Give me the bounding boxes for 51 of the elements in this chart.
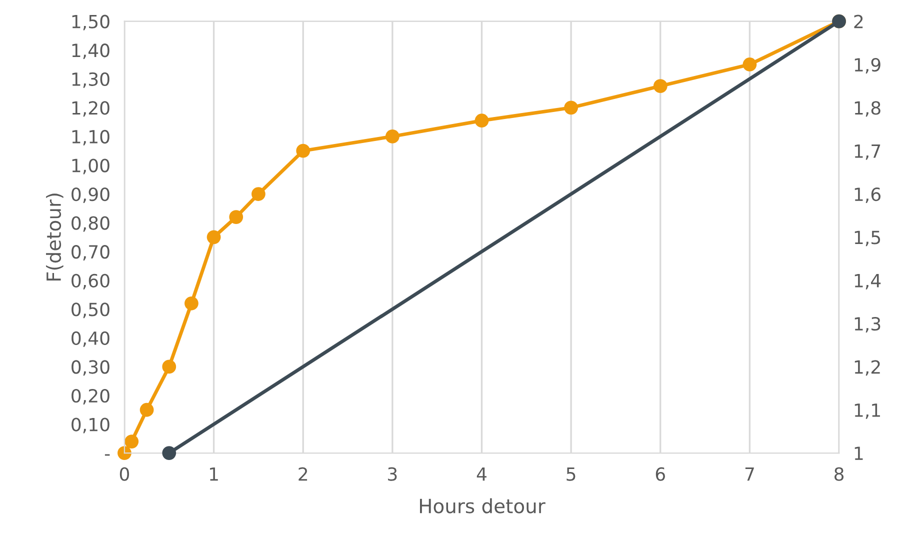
y2-tick-label: 1,1 — [854, 404, 880, 419]
point — [653, 79, 668, 94]
y-tick-label: 0,30 — [72, 360, 110, 376]
point — [229, 210, 244, 224]
point — [206, 230, 221, 244]
x-axis-title: Hours detour — [420, 498, 546, 514]
y-axis-title: F(detour) — [46, 194, 64, 281]
x-tick-label: 0 — [120, 467, 130, 481]
y2-tick-label: 1,2 — [854, 360, 880, 376]
y-tick-label: 0,40 — [72, 331, 110, 347]
x-tick-label: 7 — [745, 467, 754, 481]
x-tick-label: 2 — [298, 467, 308, 481]
y-tick-label: 0,70 — [72, 245, 110, 261]
y-tick-label: 0,10 — [72, 418, 110, 434]
x-tick-label: 8 — [834, 467, 844, 481]
y2-tick-label: 1,6 — [854, 187, 880, 203]
y2-tick-label: 1,3 — [854, 316, 880, 332]
point — [742, 58, 757, 72]
y2-tick-label: 1,8 — [854, 101, 880, 117]
y-tick-label: 0,20 — [72, 388, 110, 404]
point — [124, 434, 139, 448]
point — [184, 296, 198, 310]
x-tick-label: 6 — [656, 467, 665, 481]
y-tick-label: 1,40 — [72, 44, 110, 60]
y-tick-label: - — [104, 454, 110, 456]
point — [564, 100, 578, 115]
y-tick-label: 0,60 — [72, 274, 110, 290]
y-tick-label: 1,00 — [72, 158, 110, 174]
y-tick-label: 1,30 — [72, 72, 110, 88]
x-tick-label: 1 — [210, 467, 218, 481]
y2-tick-label: 1,5 — [854, 230, 880, 246]
y-tick-label: 1,20 — [72, 101, 110, 117]
point — [474, 114, 489, 128]
point — [140, 402, 154, 417]
y-tick-label: 0,80 — [72, 216, 110, 232]
y2-tick-label: 1,9 — [854, 58, 880, 74]
point — [385, 130, 400, 144]
y2-tick-label: 1 — [854, 446, 863, 460]
y-tick-label: 0,90 — [72, 187, 110, 203]
y2-tick-label: 1,4 — [854, 274, 881, 290]
point — [296, 144, 310, 158]
point — [162, 360, 176, 374]
y-tick-label: 1,50 — [72, 14, 110, 30]
y-tick-label: 0,50 — [72, 302, 110, 318]
x-tick-label: 5 — [566, 467, 576, 481]
y2-tick-label: 1,7 — [854, 144, 880, 160]
point — [252, 187, 266, 201]
x-tick-label: 4 — [476, 467, 486, 481]
x-tick-label: 3 — [388, 467, 397, 481]
y2-tick-label: 2 — [854, 14, 863, 28]
y-tick-label: 1,10 — [72, 130, 110, 146]
